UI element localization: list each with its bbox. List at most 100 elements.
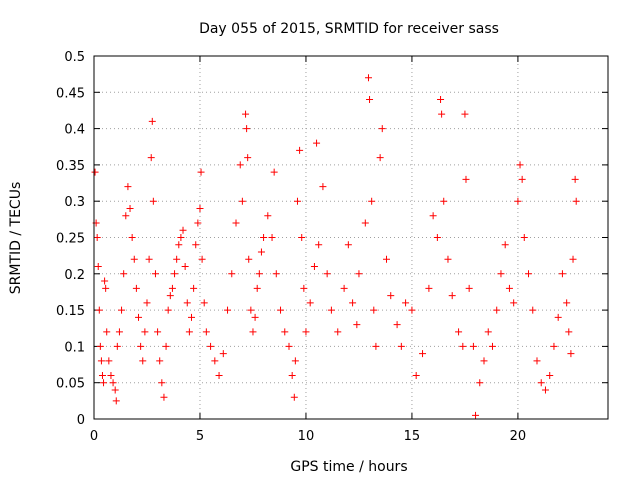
data-point <box>455 328 463 336</box>
data-point <box>113 342 121 350</box>
data-point <box>529 306 537 314</box>
data-point <box>270 168 278 176</box>
data-point <box>185 328 193 336</box>
axis-ticks: 0 0.05 0.1 0.15 0.2 0.25 0.3 0.35 0.4 0.45 0.5 0 5 10… <box>56 50 608 444</box>
data-point <box>571 175 579 183</box>
data-point <box>429 212 437 220</box>
data-point <box>323 270 331 278</box>
y-tick-label: 0 <box>77 413 85 428</box>
data-point <box>160 393 168 401</box>
data-point <box>181 263 189 271</box>
data-point <box>154 328 162 336</box>
y-axis-label: SRMTID / TECUs <box>8 182 24 295</box>
data-point <box>484 328 492 336</box>
x-tick-label: 5 <box>196 429 204 444</box>
data-point <box>247 306 255 314</box>
data-point <box>397 342 405 350</box>
data-point <box>168 284 176 292</box>
data-point <box>488 342 496 350</box>
data-point <box>171 270 179 278</box>
data-point <box>107 371 115 379</box>
y-tick-label: 0.3 <box>64 195 85 210</box>
data-point <box>541 386 549 394</box>
data-point <box>510 299 518 307</box>
data-point <box>315 241 323 249</box>
data-point <box>94 263 102 271</box>
x-axis-label: GPS time / hours <box>290 459 407 475</box>
data-point <box>472 411 480 419</box>
data-point <box>109 379 117 387</box>
data-point <box>349 299 357 307</box>
data-point <box>102 284 110 292</box>
data-point <box>402 299 410 307</box>
grid-lines <box>94 56 608 419</box>
data-point <box>192 241 200 249</box>
data-point <box>368 197 376 205</box>
data-point <box>310 263 318 271</box>
data-point <box>393 321 401 329</box>
data-point <box>497 270 505 278</box>
data-point <box>459 342 467 350</box>
data-point <box>448 292 456 300</box>
data-point <box>518 175 526 183</box>
data-point <box>164 306 172 314</box>
data-point <box>130 255 138 263</box>
data-point <box>194 219 202 227</box>
data-point <box>215 371 223 379</box>
data-point <box>228 270 236 278</box>
data-point <box>334 328 342 336</box>
data-point <box>126 204 134 212</box>
data-point <box>249 328 257 336</box>
data-point <box>387 292 395 300</box>
data-point <box>162 342 170 350</box>
data-point <box>179 226 187 234</box>
data-point <box>97 357 105 365</box>
data-point <box>244 154 252 162</box>
data-point <box>569 255 577 263</box>
data-point <box>251 313 259 321</box>
data-point <box>340 284 348 292</box>
data-point <box>91 168 99 176</box>
data-point <box>546 371 554 379</box>
data-point <box>103 328 111 336</box>
data-point <box>290 393 298 401</box>
data-point <box>433 234 441 241</box>
data-point <box>572 197 580 205</box>
data-point <box>219 350 227 358</box>
y-tick-label: 0.2 <box>64 268 85 283</box>
data-point <box>156 357 164 365</box>
data-point <box>501 241 509 249</box>
data-point <box>480 357 488 365</box>
data-point <box>563 299 571 307</box>
data-point <box>440 197 448 205</box>
data-point <box>493 306 501 314</box>
data-point <box>361 219 369 227</box>
data-point <box>207 342 215 350</box>
data-point <box>353 321 361 329</box>
data-point <box>558 270 566 278</box>
chart-title: Day 055 of 2015, SRMTID for receiver sas… <box>199 21 499 37</box>
data-point <box>378 125 386 133</box>
data-point <box>376 154 384 162</box>
data-point <box>124 183 132 191</box>
data-point <box>238 197 246 205</box>
data-point <box>93 234 101 241</box>
data-point <box>370 306 378 314</box>
data-point <box>438 110 446 118</box>
data-point <box>364 74 372 82</box>
data-point <box>425 284 433 292</box>
y-tick-label: 0.35 <box>56 159 85 174</box>
data-point <box>344 241 352 249</box>
data-point <box>327 306 335 314</box>
data-point <box>525 270 533 278</box>
data-point <box>177 234 185 241</box>
data-point <box>96 342 104 350</box>
data-point <box>476 379 484 387</box>
data-point <box>145 255 153 263</box>
data-point <box>293 197 301 205</box>
x-tick-label: 10 <box>298 429 315 444</box>
data-point <box>372 342 380 350</box>
data-point <box>198 255 206 263</box>
data-point <box>285 342 293 350</box>
data-point <box>135 313 143 321</box>
